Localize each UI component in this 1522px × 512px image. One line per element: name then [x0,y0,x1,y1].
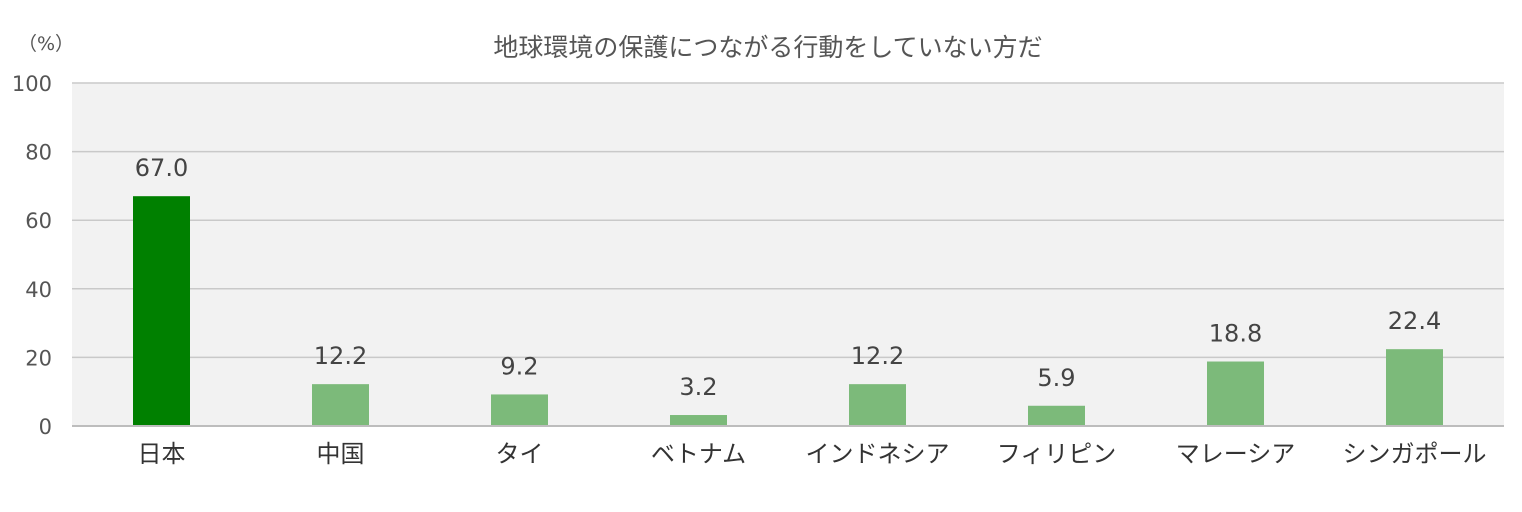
bar [1207,361,1264,426]
bars [133,196,1443,426]
y-tick-label: 40 [25,278,52,302]
x-axis-ticks: 日本 中国 タイ ベトナム インドネシア フィリピン マレーシア シンガポール [138,440,1487,468]
data-label: 5.9 [1037,364,1075,392]
x-tick-label: 日本 [138,440,186,468]
y-tick-label: 0 [39,415,52,439]
bar [133,196,190,426]
bar [1028,405,1085,426]
y-tick-label: 20 [25,346,52,370]
y-tick-label: 80 [25,141,52,165]
data-label: 3.2 [679,373,717,401]
chart-title: 地球環境の保護につながる行動をしていない方だ [493,33,1042,62]
data-label: 12.2 [314,342,367,370]
data-label: 12.2 [851,342,904,370]
bar [670,415,727,426]
y-axis-unit: （%） [18,33,74,55]
x-tick-label: フィリピン [997,440,1117,468]
data-labels: 67.0 12.2 9.2 3.2 12.2 5.9 18.8 22.4 [135,154,1441,401]
bar [849,384,906,426]
data-label: 67.0 [135,154,188,182]
bar [1386,349,1443,426]
data-label: 18.8 [1209,320,1262,348]
x-tick-label: インドネシア [806,440,950,468]
x-tick-label: ベトナム [651,440,746,468]
data-label: 22.4 [1388,307,1441,335]
x-tick-label: マレーシア [1176,440,1296,468]
data-label: 9.2 [500,352,538,380]
plot-area [72,83,1504,426]
x-tick-label: 中国 [317,440,365,468]
bar [312,384,369,426]
x-tick-label: タイ [496,440,544,468]
x-tick-label: シンガポール [1343,440,1487,468]
bar [491,394,548,426]
y-tick-label: 100 [12,72,52,96]
y-axis-ticks: 0 20 40 60 80 100 [12,72,52,439]
gridlines [72,82,1504,359]
y-tick-label: 60 [25,209,52,233]
